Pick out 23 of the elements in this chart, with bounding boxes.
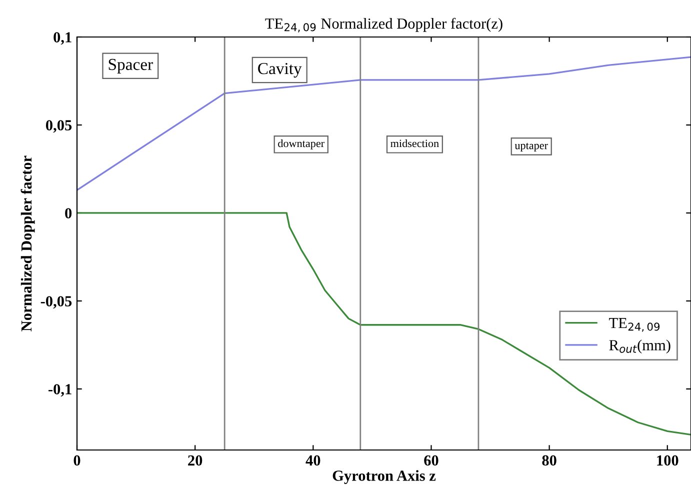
x-tick-label: 20 <box>188 455 202 466</box>
y-tick-label: 0,05 <box>46 120 72 133</box>
annotation: uptaper <box>514 142 548 152</box>
y-tick-label: -0,1 <box>48 384 72 397</box>
annotation: Cavity <box>258 62 302 78</box>
annotation: downtaper <box>278 139 324 150</box>
x-tick-label: 100 <box>657 455 678 466</box>
x-tick-label: 0 <box>74 455 80 466</box>
annotation: Spacer <box>108 58 153 74</box>
x-tick-label: 80 <box>542 455 556 466</box>
line-series <box>77 212 691 436</box>
line-series <box>77 56 691 191</box>
x-axis-title: Gyrotron Axis z <box>332 470 436 484</box>
y-tick-label: 0,1 <box>54 32 72 45</box>
legend-label: TE$_{24,09}$ <box>609 318 660 332</box>
y-tick-label: 0 <box>65 208 72 218</box>
x-tick-label: 60 <box>424 455 438 466</box>
y-tick-label: -0,05 <box>40 296 72 309</box>
legend-label: R$_{out}$(mm) <box>609 340 670 354</box>
annotation: midsection <box>390 139 439 148</box>
chart-title: TE$_{24,09}$ Normalized Doppler factor(z) <box>265 18 502 32</box>
x-tick-label: 40 <box>306 455 320 466</box>
y-axis-title: Normalized Doppler factor <box>20 156 35 332</box>
